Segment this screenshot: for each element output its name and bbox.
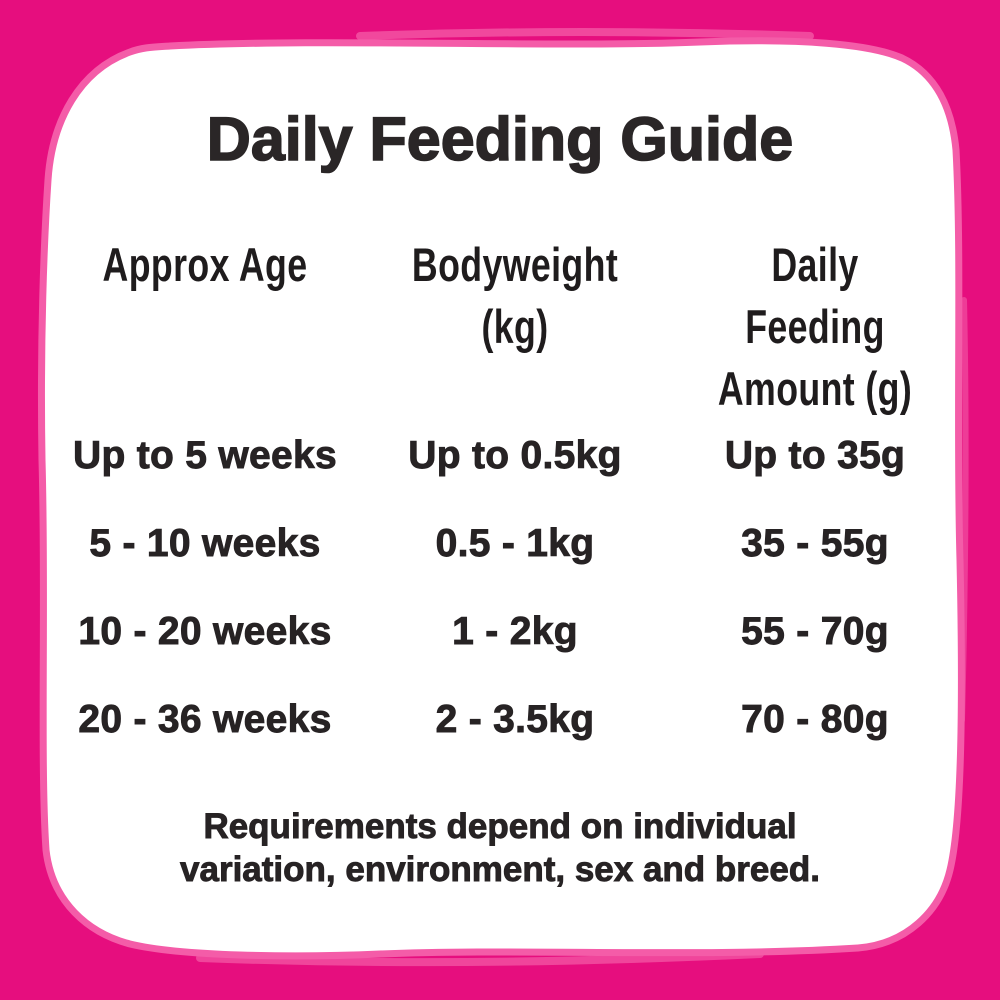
column-header-daily-feeding-amount: Daily Feeding Amount (g) (705, 228, 925, 415)
column-header-line: Amount (g) (717, 362, 913, 416)
table-cell-age-row3: 10 - 20 weeks (78, 610, 332, 654)
page-title: Daily Feeding Guide (206, 104, 794, 174)
table-cell-age-row4: 20 - 36 weeks (78, 698, 332, 742)
column-header-line: Approx Age (102, 238, 308, 291)
footnote-line: Requirements depend on individual (203, 807, 797, 847)
column-header-line: Bodyweight (411, 238, 619, 291)
table-cell-weight-row1: Up to 0.5kg (408, 434, 622, 478)
table-cell-amount-row1: Up to 35g (724, 434, 906, 478)
table-cell-amount-row3: 55 - 70g (741, 610, 889, 654)
table-cell-weight-row4: 2 - 3.5kg (435, 698, 595, 742)
brush-streak-bottom (196, 950, 764, 967)
footnote: Requirements depend on individual variat… (0, 806, 1000, 891)
table-cell-amount-row4: 70 - 80g (741, 698, 889, 742)
column-header-line: Daily Feeding (745, 238, 885, 354)
table-cell-age-row2: 5 - 10 weeks (89, 522, 321, 566)
table-cell-age-row1: Up to 5 weeks (73, 434, 338, 478)
brush-streak-top (356, 28, 814, 40)
table-cell-weight-row2: 0.5 - 1kg (435, 522, 595, 566)
column-header-approx-age: Approx Age (87, 228, 323, 412)
table-cell-weight-row3: 1 - 2kg (452, 610, 578, 654)
column-header-bodyweight: Bodyweight (kg) (397, 228, 633, 412)
brush-streak-right (959, 297, 969, 723)
panel-blob-shape (37, 37, 965, 960)
feeding-table: Approx Age Bodyweight (kg) Daily Feeding… (50, 228, 960, 764)
footnote-line: variation, environment, sex and breed. (180, 849, 821, 889)
table-cell-amount-row2: 35 - 55g (741, 522, 889, 566)
column-header-line: (kg) (481, 300, 549, 354)
